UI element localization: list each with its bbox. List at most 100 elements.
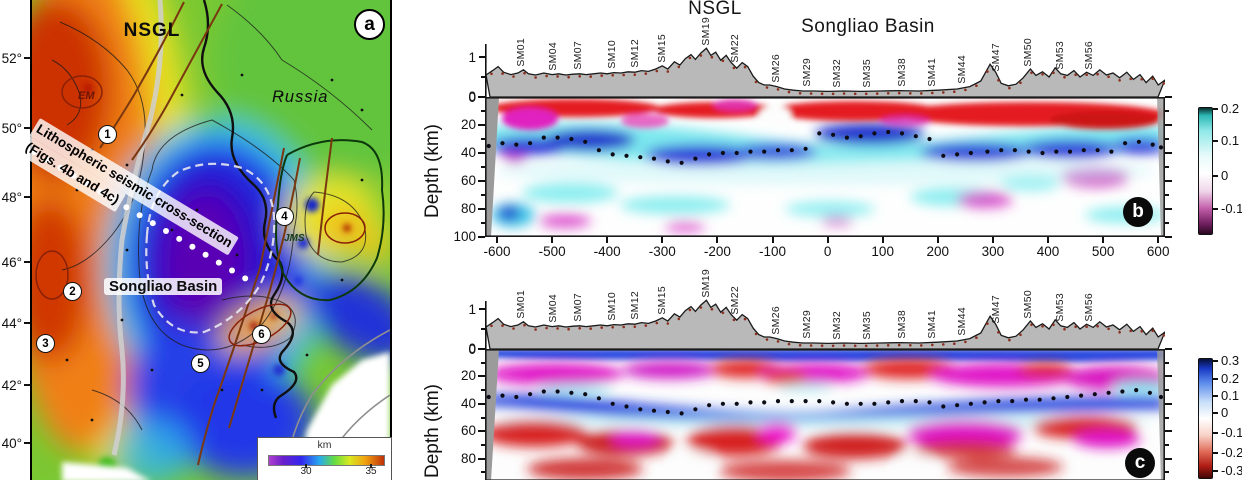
- depth-tick-mark: [481, 361, 485, 364]
- x-tick-mark: [496, 237, 498, 243]
- tomography-section-b: [485, 97, 1165, 237]
- moho-dot: [486, 143, 491, 149]
- station-dot: [864, 92, 868, 96]
- station-label-SM29: SM29: [800, 58, 813, 87]
- scale-tick-label: 30: [300, 466, 312, 477]
- moho-dot: [927, 400, 932, 405]
- station-dot: [545, 326, 548, 330]
- station-dot: [942, 343, 945, 346]
- colorbar-tick-mark: [1213, 360, 1218, 362]
- depth-tick-label: 80: [460, 201, 476, 216]
- colorbar-b: [1198, 107, 1213, 235]
- station-label-SM38: SM38: [895, 310, 908, 339]
- moho-dot: [679, 160, 684, 165]
- moho-dot: [1023, 397, 1029, 402]
- station-dot: [875, 344, 879, 347]
- moho-dot: [872, 131, 877, 136]
- station-dot: [886, 92, 890, 95]
- em-label: EM: [78, 90, 95, 102]
- profile-marker-3: 3: [36, 334, 55, 353]
- station-dot: [556, 327, 559, 330]
- colorbar-tick-label: 0.1: [1221, 133, 1240, 148]
- moho-dot: [886, 400, 891, 405]
- moho-dot: [541, 389, 546, 394]
- moho-dot: [955, 403, 960, 408]
- station-dot: [655, 69, 659, 73]
- moho-dots-b: [486, 129, 1164, 165]
- station-dot: [820, 344, 824, 347]
- moho-dot: [886, 129, 891, 135]
- x-tick-label: 200: [926, 244, 950, 259]
- station-dot: [920, 92, 923, 95]
- station-dot: [997, 331, 1000, 334]
- station-label-SM29: SM29: [800, 310, 813, 339]
- station-label-SM15: SM15: [656, 33, 669, 63]
- station-dot: [831, 344, 835, 348]
- moho-dot: [1158, 145, 1164, 150]
- station-label-SM10: SM10: [605, 40, 618, 69]
- depth-tick-mark: [481, 110, 485, 112]
- moho-dots-c: [486, 388, 1164, 416]
- station-dot: [721, 311, 725, 315]
- station-dot: [920, 344, 923, 347]
- x-tick-mark: [771, 237, 774, 243]
- elev-tick-label: 1: [468, 302, 476, 317]
- lat-tick-mark: [24, 196, 32, 198]
- panel-c-badge: c: [1125, 448, 1155, 478]
- station-dot: [578, 327, 581, 330]
- x-tick-label: -100: [758, 244, 787, 259]
- moho-dot: [1136, 139, 1141, 144]
- moho-dot: [1095, 148, 1100, 153]
- moho-dot: [831, 400, 836, 405]
- station-dot: [1052, 323, 1055, 327]
- station-dot: [490, 324, 493, 328]
- moho-dot: [803, 399, 808, 404]
- depth-tick-mark: [1165, 166, 1169, 168]
- moho-dot: [1010, 399, 1015, 404]
- station-dot: [578, 75, 581, 78]
- moho-dot: [679, 411, 684, 416]
- station-label-SM50: SM50: [1021, 290, 1034, 320]
- station-label-SM53: SM53: [1053, 41, 1066, 70]
- x-tick-label: -600: [483, 244, 511, 259]
- moho-dot: [569, 390, 574, 395]
- depth-tick-mark: [478, 375, 485, 378]
- station-dot: [1129, 77, 1132, 81]
- x-tick-label: -200: [703, 244, 731, 259]
- station-dot: [853, 92, 857, 96]
- station-dot: [964, 340, 967, 344]
- depth-tick-label: 0: [468, 341, 476, 356]
- station-dot: [1052, 71, 1055, 75]
- station-dot: [986, 70, 989, 73]
- station-dot: [501, 324, 504, 327]
- station-dot: [589, 327, 592, 330]
- moho-dot: [1158, 394, 1164, 400]
- station-dot: [820, 92, 824, 95]
- x-tick-mark: [1102, 237, 1105, 243]
- station-dot: [986, 322, 989, 325]
- x-tick-label: 600: [1146, 244, 1170, 259]
- moho-dot: [707, 403, 712, 408]
- moho-dot: [1147, 390, 1152, 395]
- moho-dot: [775, 148, 781, 153]
- elevation-profile-b: [485, 44, 1165, 97]
- station-label-SM07: SM07: [571, 293, 584, 322]
- moho-dot: [500, 393, 505, 398]
- depth-tick-label: 100: [453, 229, 476, 244]
- nsgl-section-title: NSGL: [688, 0, 742, 19]
- station-dot: [787, 90, 791, 94]
- station-dot: [677, 65, 681, 69]
- moho-dot: [528, 392, 533, 397]
- moho-dot: [762, 149, 767, 154]
- station-dot: [953, 342, 956, 345]
- moho-dot: [1040, 150, 1045, 156]
- depth-tick-mark: [478, 208, 485, 210]
- station-label-SM56: SM56: [1083, 41, 1096, 71]
- x-tick-label: 100: [871, 244, 894, 259]
- moho-dot: [1092, 392, 1097, 397]
- station-dot: [1151, 329, 1154, 332]
- station-label-SM47: SM47: [990, 294, 1003, 324]
- lat-tick-label: 48°: [1, 190, 22, 205]
- station-label-SM56: SM56: [1083, 293, 1096, 323]
- map-frame: NSGL Russia EM JMS Lithospheric seismic …: [18, 0, 392, 480]
